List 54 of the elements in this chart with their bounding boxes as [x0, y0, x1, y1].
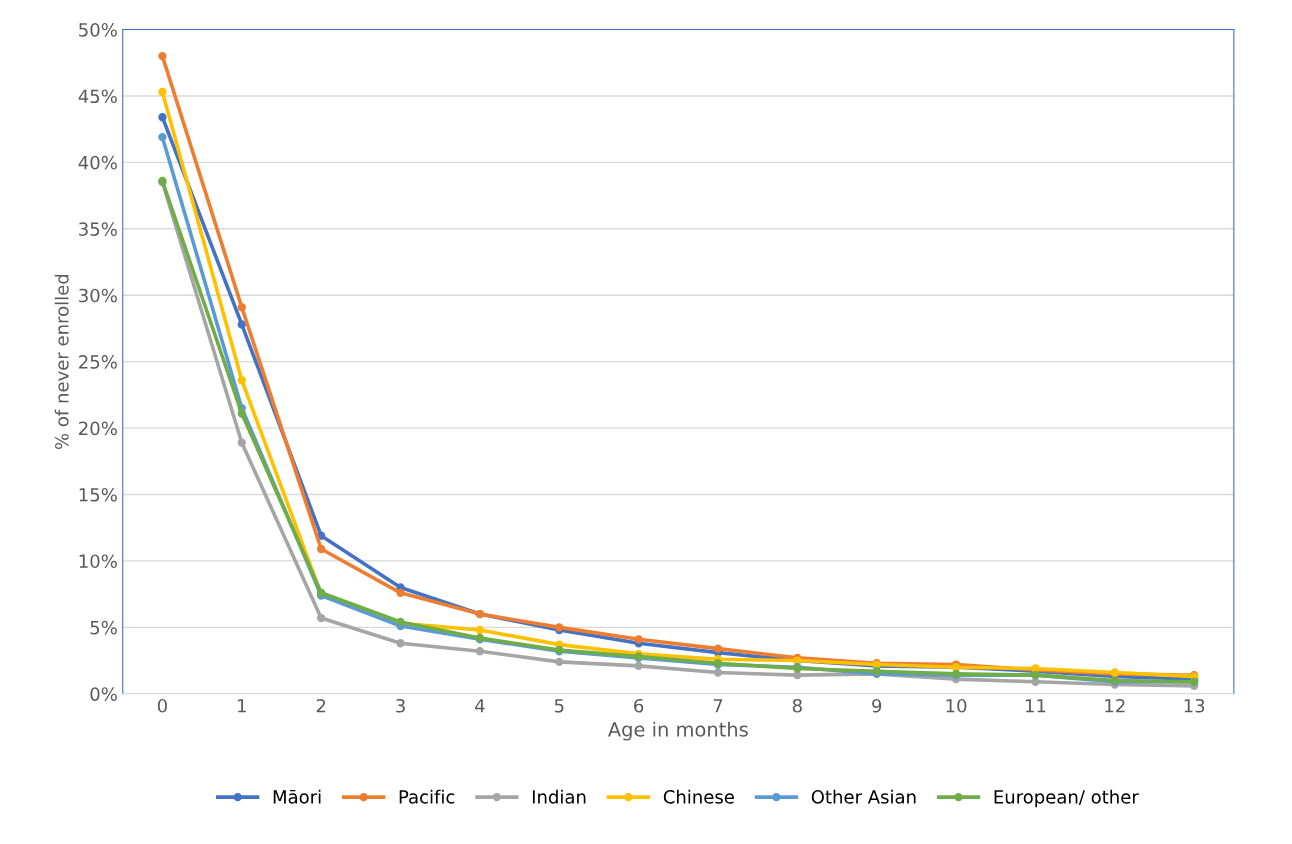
point — [634, 635, 643, 644]
y-tick-label: 25% — [79, 355, 117, 369]
y-tick-label: 35% — [79, 222, 117, 236]
x-tick-label: 7 — [713, 699, 723, 713]
point — [237, 438, 246, 447]
x-tick-label: 12 — [1105, 698, 1125, 713]
y-tick-label: 50% — [79, 23, 117, 37]
x-tick-label: 9 — [872, 698, 882, 713]
point — [158, 87, 167, 97]
x-tick-label: 10 — [946, 698, 967, 713]
x-tick-label: 8 — [792, 698, 802, 713]
y-tick-label: 15% — [79, 487, 117, 502]
x-tick-label: 5 — [554, 699, 564, 713]
point — [237, 303, 246, 312]
x-tick-label: 11 — [1025, 699, 1046, 713]
point — [713, 644, 723, 653]
point — [237, 409, 246, 418]
x-tick-label: 2 — [316, 698, 326, 713]
x-tick-label: 13 — [1184, 698, 1205, 713]
point — [475, 647, 485, 656]
point — [237, 320, 246, 329]
legend-label: Indian — [532, 789, 586, 804]
y-tick-label: 20% — [79, 421, 117, 436]
x-tick-label: 3 — [396, 698, 405, 713]
point — [316, 544, 326, 554]
y-tick-label: 5% — [90, 620, 117, 635]
y-tick-label: 10% — [79, 554, 117, 569]
legend-label: Māori — [273, 789, 321, 804]
point — [475, 625, 485, 635]
point — [713, 668, 723, 677]
y-tick-label: 0% — [90, 687, 117, 701]
y-tick-label: 45% — [78, 89, 117, 104]
y-tick-label: 40% — [78, 155, 117, 170]
point — [1031, 677, 1040, 686]
x-tick-label: 4 — [475, 699, 485, 713]
y-axis-title: % of never enrolled — [54, 274, 69, 450]
legend-label: Pacific — [399, 789, 455, 804]
point — [158, 132, 167, 142]
point — [158, 51, 167, 61]
legend-label: Other Asian — [811, 789, 916, 804]
point — [555, 657, 564, 667]
x-tick-label: 0 — [157, 698, 167, 713]
point — [634, 661, 643, 671]
point — [158, 113, 167, 122]
point — [396, 639, 405, 648]
point — [237, 376, 246, 385]
point — [316, 613, 326, 623]
legend-label: European/ other — [994, 789, 1139, 808]
y-tick-label: 30% — [79, 288, 117, 303]
x-axis-title: Age in months — [607, 721, 748, 741]
legend-label: Chinese — [663, 789, 734, 804]
x-tick-label: 1 — [238, 699, 246, 713]
point — [396, 588, 405, 597]
x-tick-label: 6 — [634, 698, 644, 713]
